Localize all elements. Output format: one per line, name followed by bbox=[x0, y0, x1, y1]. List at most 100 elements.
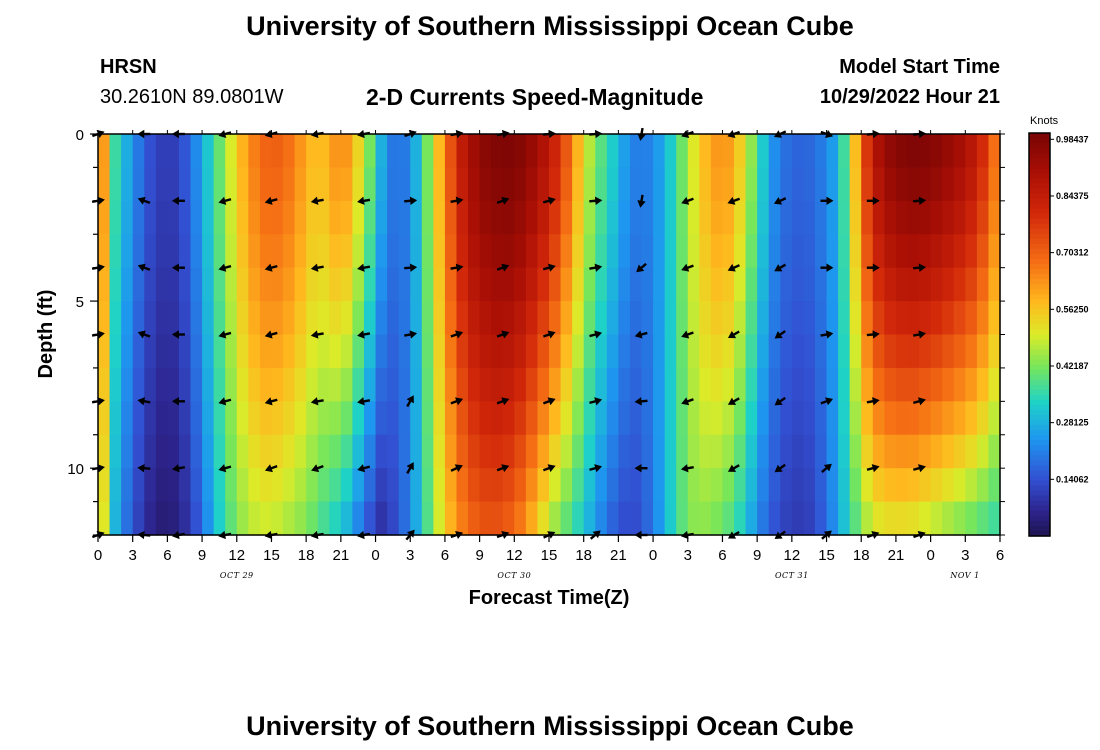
heatmap-cell bbox=[907, 434, 920, 469]
heatmap-cell bbox=[919, 468, 932, 503]
heatmap-cell bbox=[213, 401, 226, 436]
x-tick-label: 15 bbox=[541, 547, 558, 564]
heatmap-cell bbox=[144, 468, 157, 503]
x-tick-label: 15 bbox=[818, 547, 835, 564]
heatmap-cell bbox=[942, 167, 955, 202]
heatmap-cell bbox=[791, 200, 805, 235]
colorbar-segment bbox=[1029, 334, 1050, 341]
heatmap-cell bbox=[583, 501, 596, 536]
colorbar-segment bbox=[1029, 213, 1050, 220]
heatmap-cell bbox=[988, 334, 1001, 369]
heatmap-cell bbox=[317, 134, 330, 169]
heatmap-cell bbox=[491, 200, 504, 235]
heatmap-cell bbox=[861, 167, 874, 202]
heatmap-cell bbox=[329, 200, 342, 235]
heatmap-cell bbox=[722, 134, 735, 169]
heatmap-cell bbox=[248, 401, 261, 436]
heatmap-cell bbox=[502, 200, 515, 235]
heatmap-cell bbox=[780, 200, 793, 235]
heatmap-cell bbox=[514, 334, 527, 369]
heatmap-cell bbox=[444, 401, 458, 436]
heatmap-cell bbox=[734, 334, 747, 369]
x-tick-label: 0 bbox=[926, 547, 934, 564]
heatmap-cell bbox=[687, 167, 700, 202]
heatmap-cell bbox=[340, 334, 354, 369]
heatmap-cell bbox=[352, 334, 365, 369]
heatmap-cell bbox=[109, 134, 122, 169]
heatmap-cell bbox=[583, 401, 596, 436]
heatmap-cell bbox=[121, 434, 134, 469]
heatmap-cell bbox=[514, 234, 527, 269]
heatmap-cell bbox=[780, 401, 793, 436]
heatmap-cell bbox=[444, 234, 458, 269]
current-arrow bbox=[310, 196, 324, 205]
heatmap-cell bbox=[294, 200, 307, 235]
current-arrow bbox=[218, 464, 232, 473]
colorbar-segment bbox=[1029, 198, 1050, 205]
colorbar-segment bbox=[1029, 455, 1050, 462]
colorbar-segment bbox=[1029, 188, 1050, 195]
heatmap-cell bbox=[641, 234, 654, 269]
heatmap-cell bbox=[780, 234, 793, 269]
heatmap-cell bbox=[907, 401, 920, 436]
x-tick-label: 0 bbox=[649, 547, 657, 564]
heatmap-cell bbox=[468, 334, 481, 369]
heatmap-cell bbox=[352, 468, 365, 503]
heatmap-cell bbox=[190, 501, 203, 536]
heatmap-cell bbox=[375, 134, 388, 169]
heatmap-cell bbox=[895, 234, 909, 269]
colorbar-segment bbox=[1029, 309, 1050, 315]
heatmap-cell bbox=[259, 401, 273, 436]
heatmap-cell bbox=[433, 301, 446, 336]
heatmap-cell bbox=[352, 401, 365, 436]
heatmap-cell bbox=[375, 434, 388, 469]
heatmap-cell bbox=[768, 501, 781, 536]
heatmap-cell bbox=[202, 334, 215, 369]
heatmap-cell bbox=[734, 434, 747, 469]
y-axis: 0 5 10 bbox=[67, 127, 1005, 536]
heatmap-cell bbox=[248, 434, 261, 469]
heatmap-cell bbox=[734, 134, 747, 169]
heatmap-cell bbox=[433, 234, 446, 269]
heatmap-cell bbox=[618, 434, 631, 469]
colorbar-segment bbox=[1029, 374, 1050, 381]
heatmap-cell bbox=[167, 134, 180, 169]
heatmap-cell bbox=[768, 167, 781, 202]
current-arrow bbox=[681, 263, 694, 272]
heatmap-cell bbox=[236, 167, 249, 202]
heatmap-cell bbox=[190, 401, 203, 436]
heatmap-cell bbox=[306, 434, 319, 469]
colorbar-segment bbox=[1029, 258, 1050, 265]
heatmap-cell bbox=[919, 401, 932, 436]
heatmap-cell bbox=[514, 468, 527, 503]
heatmap-cell bbox=[306, 501, 319, 536]
heatmap-cell bbox=[98, 401, 111, 436]
colorbar-segment bbox=[1029, 263, 1050, 270]
heatmap-cell bbox=[907, 167, 920, 202]
heatmap-cell bbox=[930, 401, 943, 436]
current-arrow bbox=[218, 330, 232, 339]
heatmap-cell bbox=[329, 401, 342, 436]
heatmap-cell bbox=[780, 468, 793, 503]
heatmap-cell bbox=[98, 434, 111, 469]
colorbar-segment bbox=[1029, 384, 1050, 391]
heatmap-cell bbox=[780, 501, 793, 536]
heatmap-cell bbox=[375, 401, 388, 436]
heatmap-cell bbox=[572, 367, 585, 402]
heatmap-cell bbox=[791, 334, 805, 369]
current-arrow bbox=[496, 196, 510, 205]
heatmap-cell bbox=[826, 234, 839, 269]
heatmap-cell bbox=[190, 367, 203, 402]
heatmap-cell bbox=[791, 468, 805, 503]
chart-title: 2-D Currents Speed-Magnitude bbox=[366, 84, 704, 110]
heatmap-cell bbox=[953, 134, 966, 169]
current-arrow bbox=[589, 397, 603, 406]
heatmap-cell bbox=[976, 234, 990, 269]
heatmap-cell bbox=[132, 200, 145, 235]
heatmap-cell bbox=[583, 134, 596, 169]
heatmap-cell bbox=[283, 234, 296, 269]
heatmap-cell bbox=[202, 234, 215, 269]
heatmap-cell bbox=[433, 434, 446, 469]
heatmap-cell bbox=[98, 501, 111, 536]
heatmap-cell bbox=[572, 334, 585, 369]
